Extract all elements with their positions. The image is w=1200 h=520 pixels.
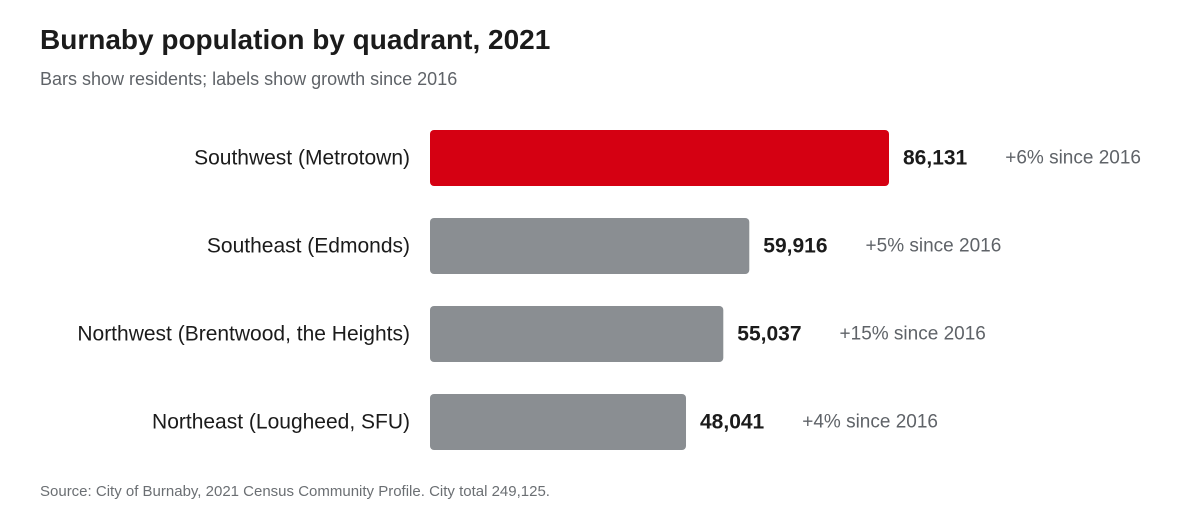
category-label-northeast: Northeast (Lougheed, SFU) (152, 411, 410, 434)
value-label-northwest: 55,037 (737, 323, 801, 346)
category-label-northwest: Northwest (Brentwood, the Heights) (77, 323, 410, 346)
chart-title: Burnaby population by quadrant, 2021 (40, 24, 551, 55)
growth-label-northwest: +15% since 2016 (840, 324, 986, 345)
bar-southeast (430, 218, 750, 274)
bar-southwest (430, 130, 889, 186)
value-label-southeast: 59,916 (763, 235, 827, 258)
bar-northwest (430, 306, 724, 362)
bar-northeast (430, 394, 687, 450)
growth-label-southwest: +6% since 2016 (1005, 148, 1141, 169)
growth-label-southeast: +5% since 2016 (866, 236, 1002, 257)
category-label-southwest: Southwest (Metrotown) (194, 147, 410, 170)
value-label-southwest: 86,131 (903, 147, 968, 170)
chart-subtitle: Bars show residents; labels show growth … (40, 69, 458, 89)
growth-label-northeast: +4% since 2016 (802, 412, 938, 433)
source-note: Source: City of Burnaby, 2021 Census Com… (40, 483, 550, 500)
value-label-northeast: 48,041 (700, 411, 765, 434)
category-label-southeast: Southeast (Edmonds) (207, 235, 410, 258)
